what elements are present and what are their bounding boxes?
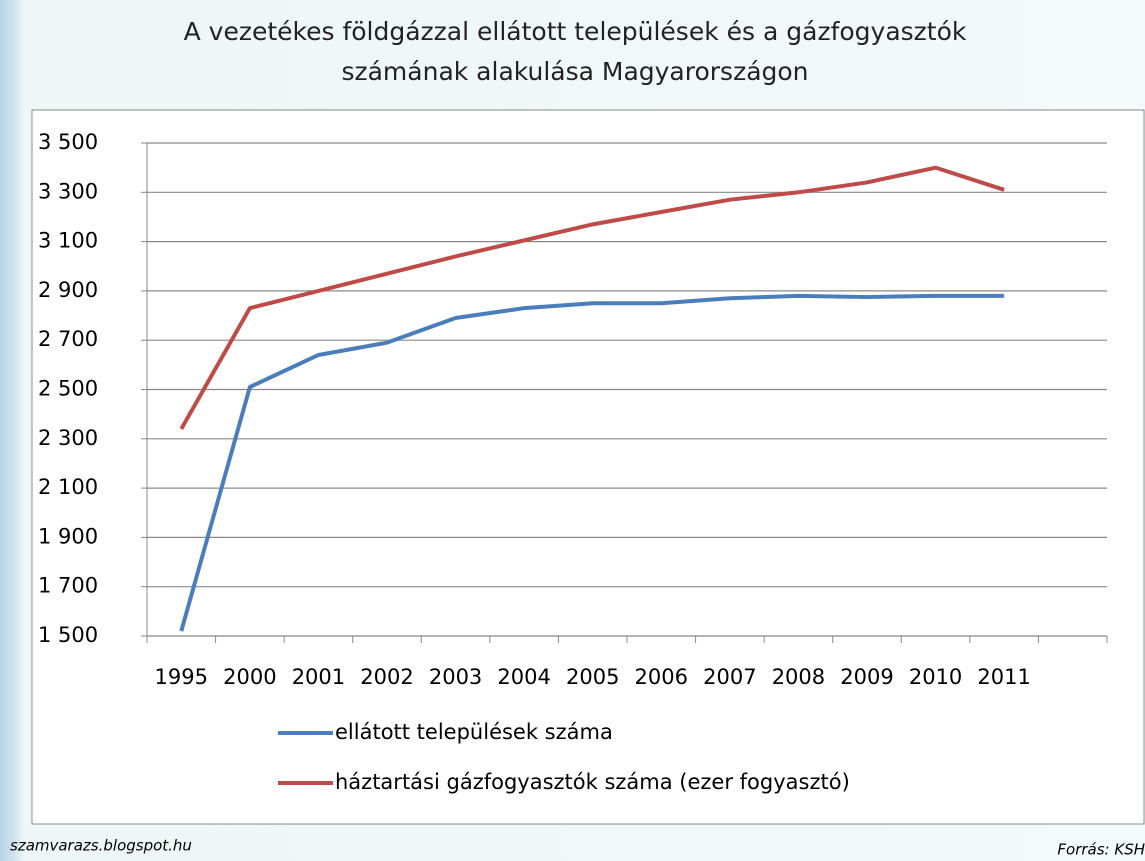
- x-tick-label: 2009: [840, 665, 893, 689]
- x-tick-label: 2005: [566, 665, 619, 689]
- y-tick-label: 2 100: [38, 475, 98, 499]
- x-tick-label: 2010: [909, 665, 962, 689]
- legend-label: ellátott települések száma: [335, 720, 613, 744]
- series-line: [179, 165, 1005, 430]
- y-tick-label: 3 300: [38, 179, 98, 203]
- x-tick-label: 2006: [635, 665, 688, 689]
- series-line: [179, 293, 1005, 632]
- x-tick-label: 2000: [223, 665, 276, 689]
- x-tick-label: 2003: [429, 665, 482, 689]
- y-tick-label: 2 500: [38, 377, 98, 401]
- y-tick-label: 2 300: [38, 426, 98, 450]
- x-tick-label: 2008: [772, 665, 825, 689]
- chart-title: A vezetékes földgázzal ellátott települé…: [183, 17, 967, 86]
- x-tick-label: 1995: [155, 665, 208, 689]
- chart-frame: [31, 109, 1145, 825]
- x-tick-label: 2001: [292, 665, 345, 689]
- y-tick-label: 2 900: [38, 278, 98, 302]
- x-tick-label: 2007: [703, 665, 756, 689]
- y-tick-label: 3 100: [38, 229, 98, 253]
- footer-left: szamvarazs.blogspot.hu: [10, 837, 192, 855]
- x-tick-label: 2011: [977, 665, 1030, 689]
- y-tick-label: 3 500: [38, 130, 98, 154]
- y-tick-label: 1 700: [38, 574, 98, 598]
- footer-right: Forrás: KSH: [1057, 841, 1145, 859]
- y-tick-label: 1 500: [38, 623, 98, 647]
- y-tick-label: 2 700: [38, 327, 98, 351]
- x-tick-label: 2002: [360, 665, 413, 689]
- y-tick-label: 1 900: [38, 524, 98, 548]
- legend-label: háztartási gázfogyasztók száma (ezer fog…: [335, 770, 850, 794]
- x-tick-label: 2004: [497, 665, 550, 689]
